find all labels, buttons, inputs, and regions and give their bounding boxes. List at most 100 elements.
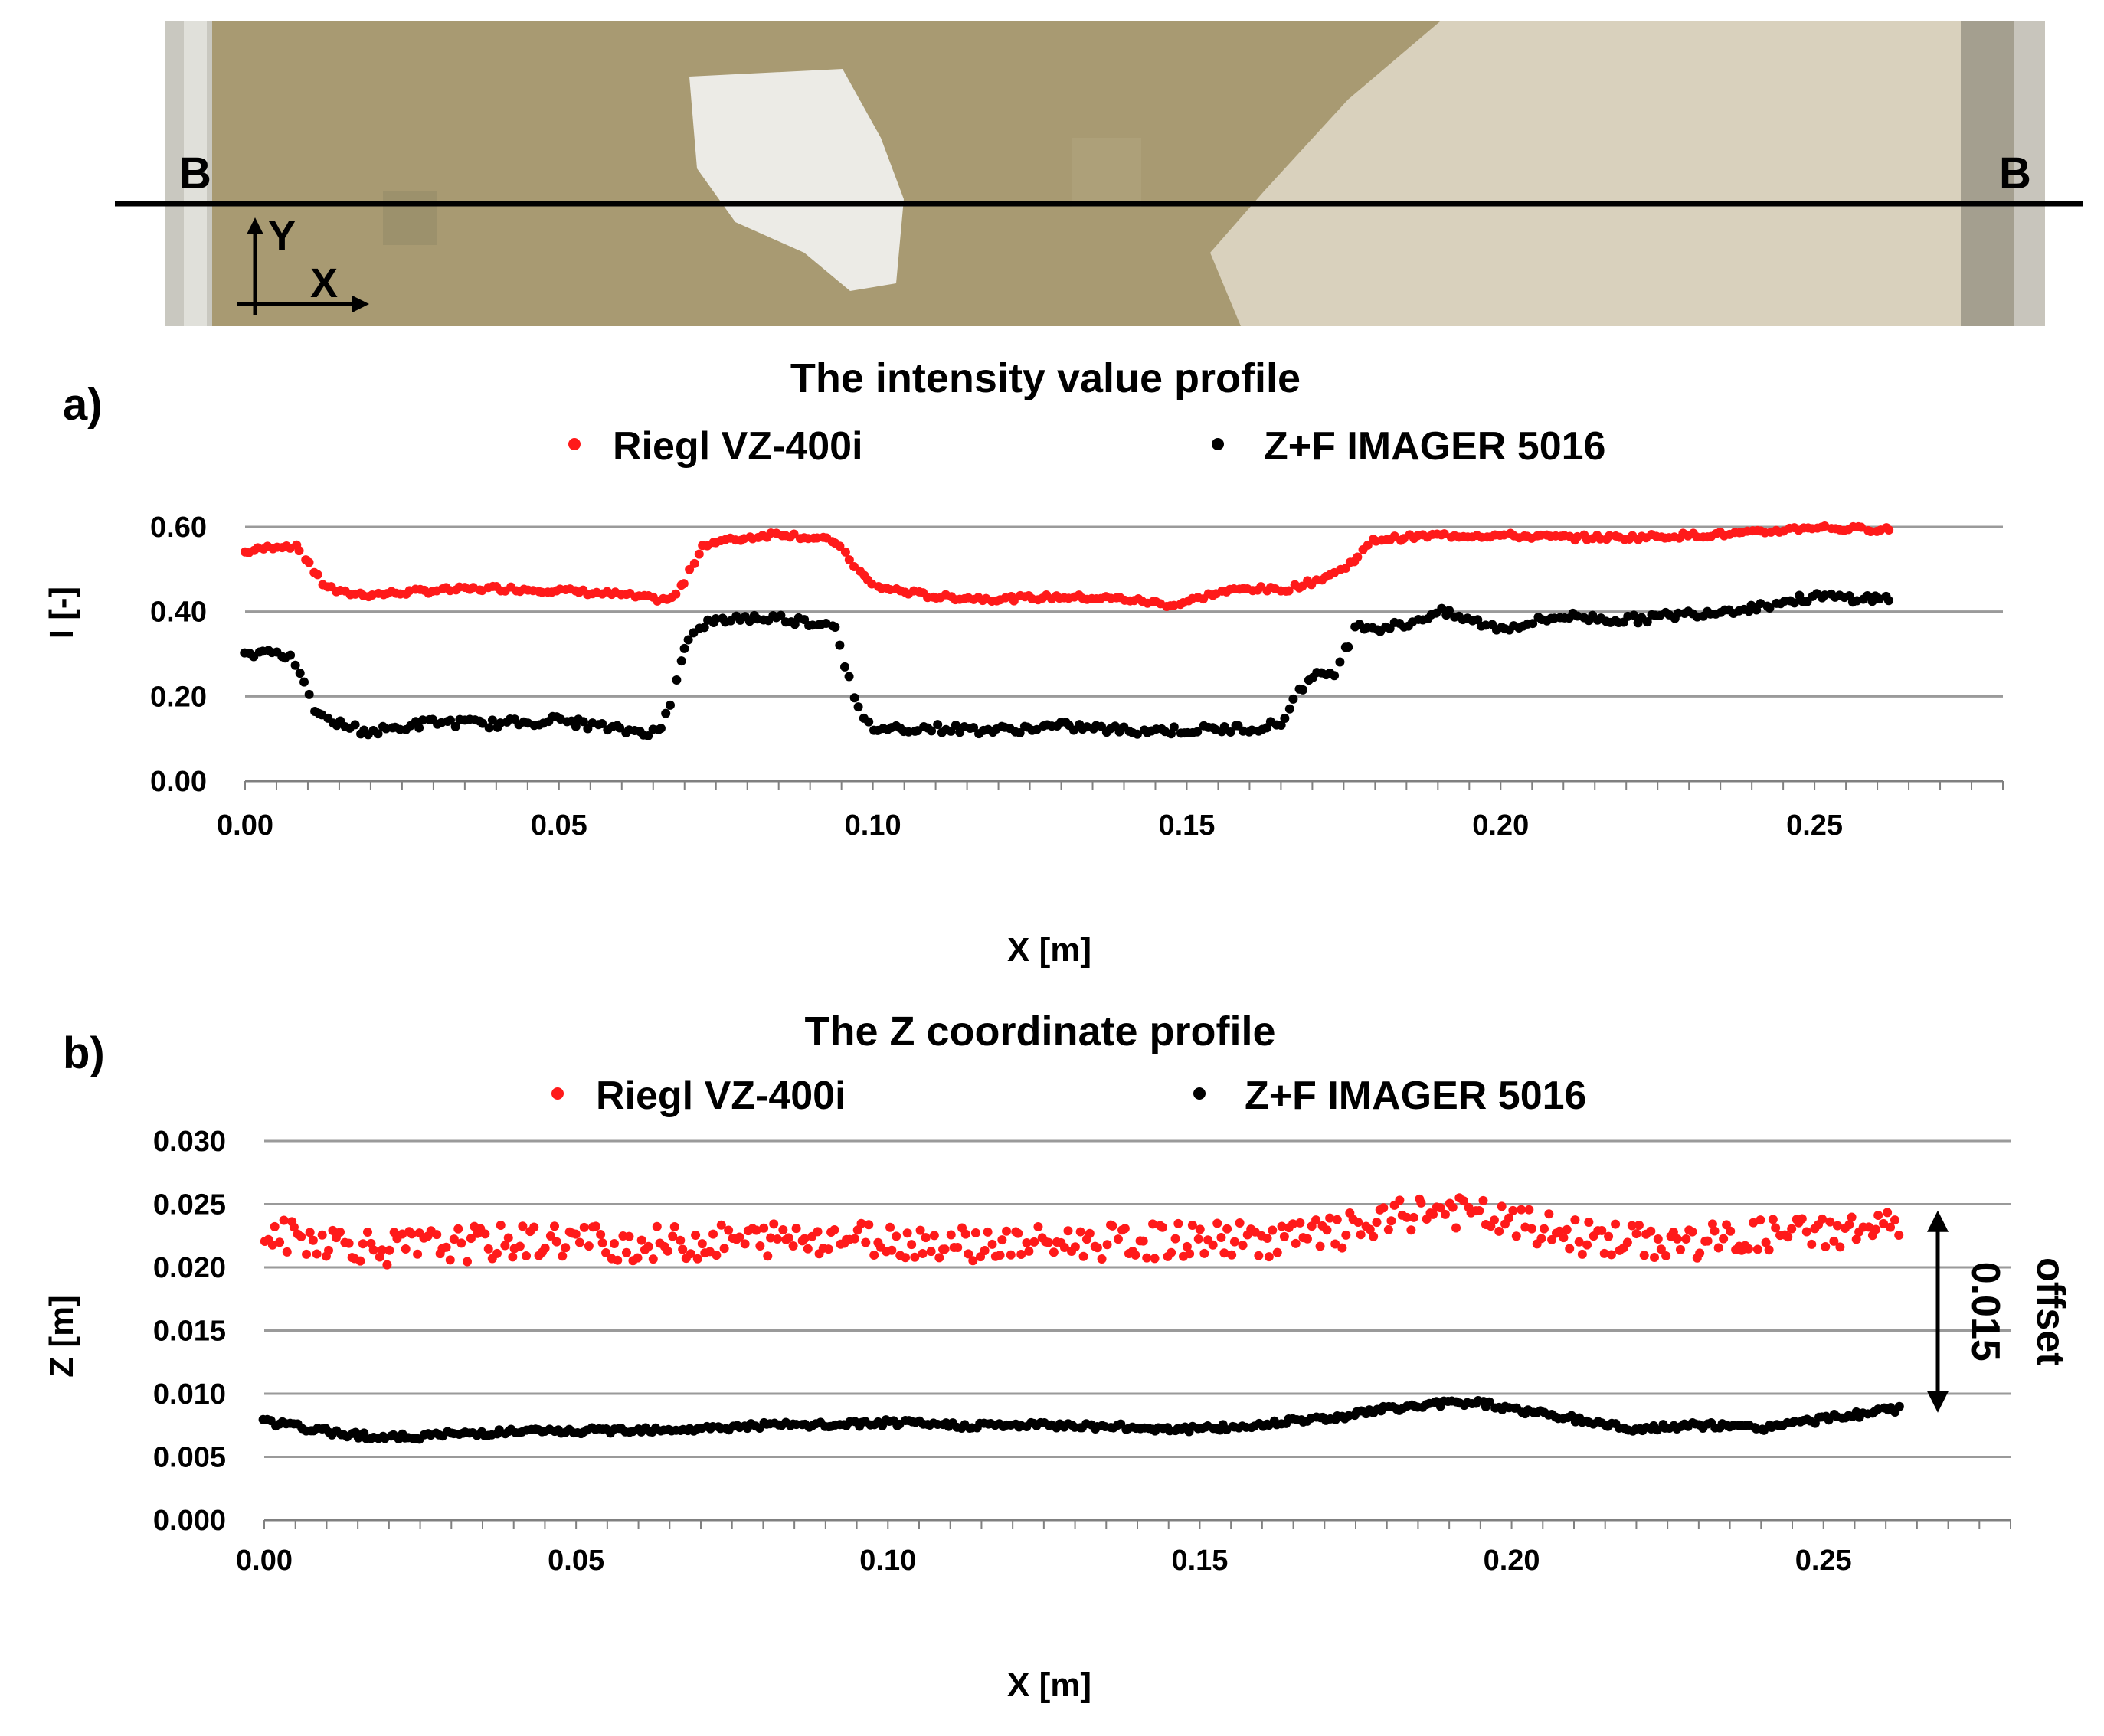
data-point-riegl bbox=[1536, 1234, 1546, 1244]
data-point-riegl bbox=[1517, 1205, 1526, 1215]
data-point-riegl bbox=[1611, 1219, 1621, 1229]
data-point-riegl bbox=[1650, 1252, 1660, 1262]
data-point-riegl bbox=[691, 1230, 701, 1240]
data-point-riegl bbox=[1006, 1250, 1016, 1260]
data-point-riegl bbox=[692, 1254, 702, 1264]
data-point-riegl bbox=[1138, 1236, 1148, 1246]
data-point-riegl bbox=[1544, 1209, 1554, 1219]
data-point-riegl bbox=[921, 1233, 931, 1243]
data-point-riegl bbox=[1884, 525, 1894, 535]
data-point-riegl bbox=[694, 549, 704, 559]
data-point-zf bbox=[1280, 714, 1290, 724]
data-point-riegl bbox=[1871, 1224, 1881, 1234]
data-point-riegl bbox=[1768, 1215, 1778, 1224]
data-point-zf bbox=[683, 635, 693, 645]
data-point-riegl bbox=[609, 1239, 619, 1249]
data-point-riegl bbox=[1687, 1227, 1697, 1237]
data-point-riegl bbox=[697, 1239, 707, 1249]
data-point-zf bbox=[1484, 1397, 1494, 1407]
data-point-riegl bbox=[1219, 1248, 1229, 1258]
data-point-riegl bbox=[1075, 1227, 1085, 1237]
data-point-zf bbox=[711, 614, 721, 624]
data-point-riegl bbox=[1584, 1217, 1594, 1227]
data-point-riegl bbox=[926, 1247, 936, 1257]
data-point-zf bbox=[1335, 657, 1345, 667]
data-point-riegl bbox=[1365, 1224, 1375, 1234]
data-point-riegl bbox=[1627, 1221, 1637, 1231]
data-point-riegl bbox=[1668, 1227, 1678, 1237]
data-point-riegl bbox=[1597, 1225, 1607, 1235]
data-point-riegl bbox=[1315, 1241, 1325, 1251]
data-point-zf bbox=[373, 729, 383, 739]
data-point-riegl bbox=[1844, 1220, 1854, 1230]
data-point-riegl bbox=[561, 1243, 571, 1253]
data-point-riegl bbox=[1222, 1224, 1232, 1234]
data-point-riegl bbox=[432, 1230, 442, 1240]
data-point-riegl bbox=[663, 1246, 672, 1256]
data-point-zf bbox=[672, 675, 682, 685]
marker-b-left: B bbox=[179, 149, 211, 198]
data-point-riegl bbox=[1416, 1198, 1426, 1208]
data-point-riegl bbox=[312, 570, 322, 580]
data-point-riegl bbox=[1726, 1226, 1736, 1236]
data-point-riegl bbox=[1783, 1232, 1793, 1242]
data-point-riegl bbox=[636, 1235, 646, 1245]
data-point-riegl bbox=[1634, 1221, 1644, 1231]
data-point-riegl bbox=[1801, 1227, 1811, 1237]
data-point-riegl bbox=[1818, 1214, 1828, 1224]
data-point-zf bbox=[643, 731, 653, 740]
legend-marker-riegl-b bbox=[551, 1087, 564, 1100]
data-point-riegl bbox=[679, 579, 689, 589]
data-point-riegl bbox=[1262, 1233, 1272, 1243]
data-point-zf bbox=[487, 715, 497, 725]
data-point-riegl bbox=[1631, 1229, 1641, 1239]
data-point-riegl bbox=[668, 1231, 678, 1241]
data-point-riegl bbox=[716, 1220, 726, 1230]
data-point-riegl bbox=[413, 1249, 423, 1259]
data-point-riegl bbox=[1749, 1218, 1759, 1228]
data-point-riegl bbox=[382, 1260, 392, 1270]
data-point-riegl bbox=[591, 1221, 601, 1231]
data-point-riegl bbox=[401, 1244, 411, 1254]
data-point-riegl bbox=[861, 1237, 871, 1247]
data-point-riegl bbox=[669, 1222, 679, 1232]
data-point-zf bbox=[666, 700, 676, 710]
data-point-riegl bbox=[1227, 1250, 1237, 1260]
data-point-riegl bbox=[522, 1251, 532, 1261]
data-point-riegl bbox=[1829, 1236, 1839, 1246]
x-tick-label: 0.25 bbox=[1786, 809, 1843, 842]
data-point-riegl bbox=[1383, 1224, 1393, 1234]
data-point-riegl bbox=[1288, 1219, 1298, 1229]
data-point-riegl bbox=[1322, 1225, 1332, 1235]
data-point-riegl bbox=[1570, 1215, 1580, 1225]
data-point-riegl bbox=[466, 1234, 476, 1244]
data-point-riegl bbox=[279, 1215, 289, 1225]
data-point-riegl bbox=[445, 1255, 455, 1265]
y-tick-label: 0.00 bbox=[150, 766, 207, 798]
data-point-riegl bbox=[708, 1229, 718, 1239]
data-point-riegl bbox=[910, 1252, 920, 1262]
data-point-zf bbox=[1032, 724, 1042, 734]
data-point-riegl bbox=[788, 1241, 798, 1251]
data-point-riegl bbox=[769, 1219, 779, 1229]
data-point-riegl bbox=[1653, 1234, 1663, 1244]
marker-b-right: B bbox=[1999, 149, 2031, 198]
data-point-riegl bbox=[1604, 1231, 1614, 1241]
photo-bright-road bbox=[1210, 21, 1961, 326]
data-point-riegl bbox=[1049, 1247, 1059, 1257]
data-point-riegl bbox=[1894, 1231, 1904, 1241]
data-point-riegl bbox=[686, 1249, 695, 1259]
data-point-riegl bbox=[1238, 1241, 1248, 1251]
data-point-riegl bbox=[1835, 1242, 1845, 1252]
data-point-riegl bbox=[803, 1244, 813, 1254]
data-point-riegl bbox=[384, 1245, 394, 1255]
data-point-riegl bbox=[1695, 1248, 1705, 1258]
data-point-riegl bbox=[1167, 1247, 1176, 1257]
data-point-riegl bbox=[892, 1231, 901, 1241]
data-point-riegl bbox=[275, 1237, 285, 1247]
data-point-riegl bbox=[813, 1227, 823, 1237]
data-point-zf bbox=[1298, 685, 1308, 695]
data-point-riegl bbox=[500, 1241, 510, 1251]
data-point-riegl bbox=[1402, 1212, 1412, 1222]
data-point-riegl bbox=[885, 1222, 895, 1232]
